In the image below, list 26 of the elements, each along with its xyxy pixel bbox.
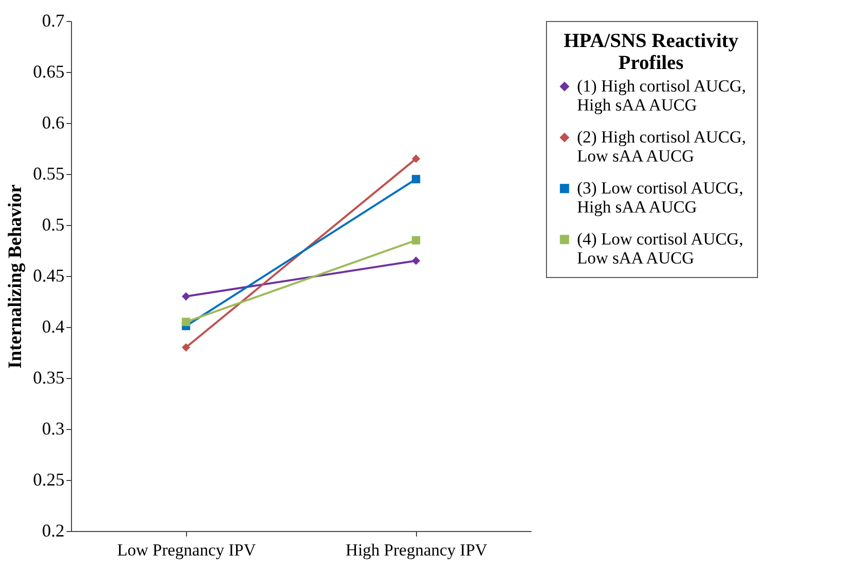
y-tick-label: 0.5 — [42, 214, 64, 234]
y-axis-title: Internalizing Behavior — [5, 184, 26, 369]
y-tick-label: 0.35 — [33, 368, 64, 388]
legend-label: (4) Low cortisol AUCG, Low sAA AUCG — [577, 230, 744, 268]
legend-title: HPA/SNS Reactivity Profiles — [564, 30, 738, 74]
point — [412, 256, 420, 265]
legend-label: (3) Low cortisol AUCG, High sAA AUCG — [577, 178, 744, 216]
point — [412, 154, 420, 163]
point — [412, 236, 420, 244]
x-tick-label: High Pregnancy IPV — [346, 540, 488, 560]
y-tick-label: 0.6 — [42, 112, 64, 132]
y-tick-label: 0.45 — [33, 266, 64, 286]
y-tick-label: 0.7 — [42, 10, 64, 30]
y-tick-label: 0.65 — [33, 62, 64, 82]
y-tick-label: 0.4 — [42, 316, 64, 336]
legend-label: (1) High cortisol AUCG, High sAA AUCG — [577, 76, 746, 114]
y-tick-label: 0.25 — [33, 470, 64, 490]
point — [412, 174, 420, 184]
y-tick-label: 0.3 — [42, 418, 64, 438]
y-tick-label: 0.55 — [33, 164, 64, 184]
y-tick-label: 0.2 — [42, 520, 64, 540]
point — [182, 343, 190, 352]
x-tick-label: Low Pregnancy IPV — [117, 540, 257, 560]
point — [182, 318, 190, 326]
legend-label: (2) High cortisol AUCG, Low sAA AUCG — [577, 128, 746, 166]
point — [182, 292, 190, 301]
